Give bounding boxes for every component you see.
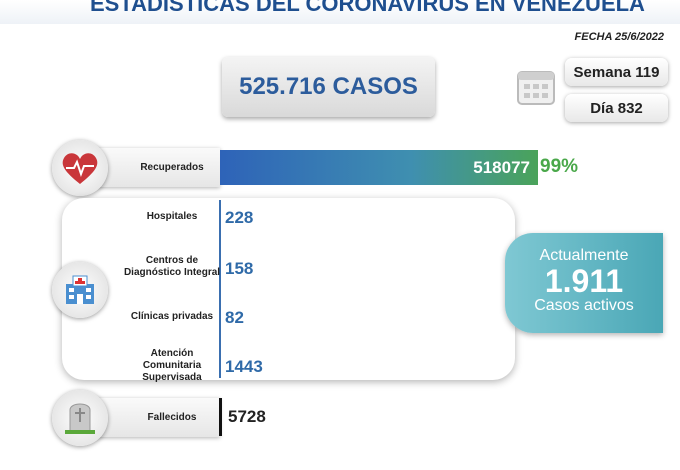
divider bbox=[219, 200, 221, 378]
row-label: Hospitales bbox=[146, 211, 198, 222]
heart-icon bbox=[62, 153, 98, 184]
date: FECHA 25/6/2022 bbox=[574, 31, 664, 43]
active-line2: Casos activos bbox=[534, 297, 634, 314]
row-value: 82 bbox=[225, 308, 244, 327]
active-box: Actualmente 1.911 Casos activos bbox=[505, 233, 663, 333]
week: Semana 119 bbox=[565, 58, 668, 86]
calendar-icon bbox=[517, 71, 555, 105]
recovered-percent: 99% bbox=[540, 156, 579, 177]
row-label: Clínicas privadas bbox=[130, 311, 214, 322]
hospital-icon bbox=[66, 275, 94, 304]
row-value: 1443 bbox=[225, 357, 263, 376]
active-value: 1.911 bbox=[544, 263, 624, 299]
row-value: 158 bbox=[225, 259, 254, 278]
deaths-value: 5728 bbox=[228, 407, 266, 426]
banner bbox=[0, 0, 680, 24]
deaths-bar bbox=[219, 398, 222, 436]
recovered-value: 518077 bbox=[473, 158, 530, 177]
title: ESTADÍSTICAS DEL CORONAVIRUS EN VENEZUEL… bbox=[90, 0, 645, 16]
row-label: Centros de Diagnóstico Integral bbox=[123, 255, 221, 278]
row-label: Atención Comunitaria Supervisada bbox=[142, 348, 202, 383]
recovered-bar bbox=[220, 150, 538, 185]
panel bbox=[62, 198, 515, 380]
total-cases: 525.716 CASOS bbox=[222, 57, 435, 117]
day: Día 832 bbox=[565, 94, 668, 122]
grave-icon bbox=[65, 403, 95, 434]
deaths-label: Fallecidos bbox=[147, 412, 197, 423]
recovered-label: Recuperados bbox=[140, 162, 204, 173]
row-value: 228 bbox=[225, 208, 254, 227]
active-line1: Actualmente bbox=[539, 247, 629, 264]
